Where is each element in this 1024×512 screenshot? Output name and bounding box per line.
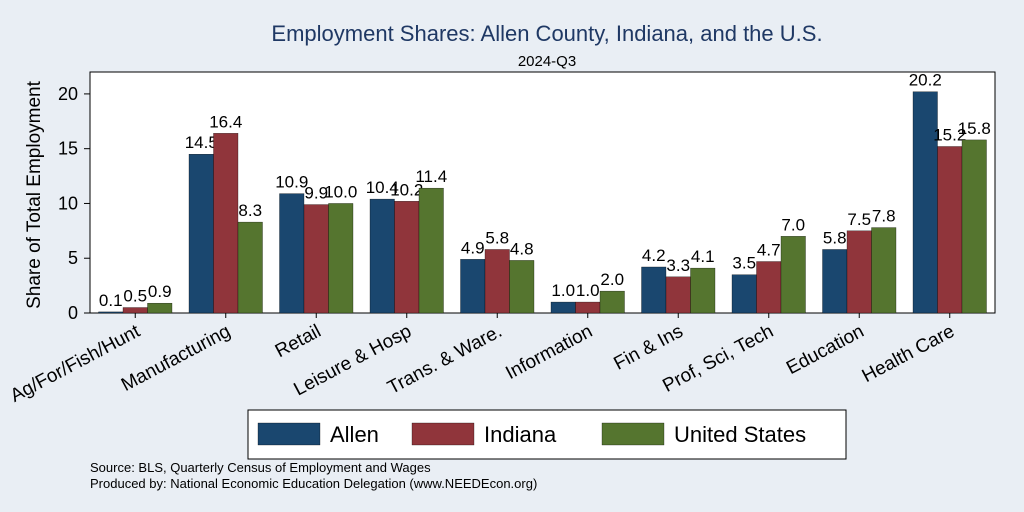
legend-swatch-united-states [601, 422, 665, 446]
y-tick-label: 20 [58, 84, 78, 104]
bar-allen [731, 274, 757, 314]
bar-indiana [937, 146, 963, 314]
data-label: 4.7 [757, 241, 781, 260]
data-label: 14.5 [185, 133, 218, 152]
plot-area: 0 5 10 15 20 0.1 0.5 0.9 Ag/For/Fish/Hunt 14.5 16.… [7, 71, 996, 407]
bar-allen [822, 249, 848, 314]
y-tick-label: 5 [68, 248, 78, 268]
data-label: 4.9 [461, 238, 485, 257]
y-axis-label: Share of Total Employment [24, 80, 45, 308]
bar-indiana [484, 249, 510, 314]
legend-box [247, 409, 847, 460]
data-label: 1.0 [551, 281, 575, 300]
bar-united-states [147, 302, 173, 314]
data-label: 5.8 [485, 228, 509, 247]
data-label: 10.0 [324, 182, 357, 201]
produced-by-note: Produced by: National Economic Education… [90, 476, 537, 491]
category-label: Health Care [859, 321, 958, 387]
bar-allen [641, 266, 667, 314]
bar-indiana [213, 133, 239, 314]
data-label: 0.5 [123, 287, 147, 306]
data-label: 16.4 [209, 112, 242, 131]
bar-allen [550, 301, 576, 314]
bar-allen [460, 259, 486, 314]
data-label: 2.0 [600, 270, 624, 289]
bar-united-states [418, 187, 444, 314]
data-label: 7.0 [781, 215, 805, 234]
category-label: Ag/For/Fish/Hunt [7, 321, 144, 407]
bar-united-states [328, 203, 354, 314]
data-label: 4.1 [691, 247, 715, 266]
data-label: 10.9 [275, 173, 308, 192]
data-label: 9.9 [304, 184, 328, 203]
bar-united-states [871, 227, 897, 314]
bar-united-states [780, 236, 806, 314]
y-tick-label: 15 [58, 139, 78, 159]
data-label: 15.2 [933, 125, 966, 144]
category-label: Information [502, 321, 596, 384]
category-label: Retail [272, 321, 325, 362]
bar-united-states [961, 139, 987, 314]
bar-indiana [394, 201, 420, 314]
legend-swatch-indiana [411, 422, 475, 446]
legend-label: Indiana [484, 422, 557, 447]
data-label: 0.1 [99, 291, 123, 310]
bar-indiana [122, 307, 148, 314]
data-label: 0.9 [148, 282, 172, 301]
data-label: 10.2 [390, 180, 423, 199]
data-label: 5.8 [823, 228, 847, 247]
data-label: 11.4 [415, 167, 447, 186]
source-note: Source: BLS, Quarterly Census of Employm… [90, 460, 431, 475]
data-label: 8.3 [238, 201, 262, 220]
legend: Allen Indiana United States [247, 409, 847, 460]
legend-swatch-allen [257, 422, 321, 446]
data-label: 7.8 [872, 207, 896, 226]
data-label: 20.2 [909, 71, 942, 90]
bar-allen [279, 193, 305, 314]
bar-indiana [303, 204, 329, 314]
bar-allen [98, 311, 124, 314]
chart-subtitle: 2024-Q3 [518, 53, 576, 70]
data-label: 3.3 [666, 256, 690, 275]
bar-allen [369, 198, 395, 314]
bar-united-states [237, 221, 263, 314]
bar-indiana [846, 230, 872, 314]
data-label: 10.4 [366, 178, 399, 197]
bar-united-states [599, 290, 625, 314]
data-label: 1.0 [576, 281, 600, 300]
data-label: 3.5 [732, 254, 756, 273]
chart-title: Employment Shares: Allen County, Indiana… [271, 21, 822, 46]
category-label: Fin & Ins [611, 321, 687, 375]
data-label: 7.5 [847, 210, 871, 229]
bar-indiana [575, 301, 601, 314]
legend-label: Allen [330, 422, 379, 447]
data-label: 4.8 [510, 239, 534, 258]
category-label: Education [783, 321, 867, 379]
bar-indiana [665, 276, 691, 314]
bar-united-states [509, 260, 535, 314]
y-tick-label: 10 [58, 193, 78, 213]
data-label: 4.2 [642, 246, 666, 265]
bar-united-states [690, 267, 716, 314]
y-tick-label: 0 [68, 303, 78, 323]
bar-indiana [756, 261, 782, 314]
data-label: 15.8 [958, 119, 991, 138]
legend-label: United States [674, 422, 806, 447]
bar-allen [188, 154, 214, 314]
